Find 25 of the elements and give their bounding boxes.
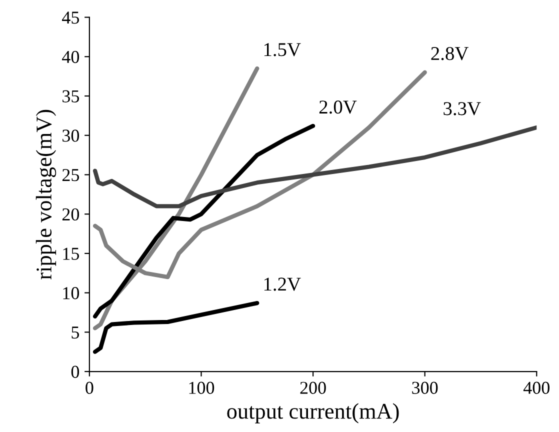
y-tick-label: 35 (62, 90, 80, 102)
y-tick-label: 15 (63, 248, 80, 260)
series-label: 1.5V (264, 43, 301, 56)
y-tick-label: 0 (71, 366, 80, 378)
series-label: 1.2V (264, 278, 301, 291)
y-tick-label: 45 (62, 12, 80, 24)
series-label: 2.8V (431, 46, 469, 60)
y-tick-label: 10 (63, 287, 80, 300)
y-tick-label: 25 (62, 169, 80, 182)
line-series (92, 124, 316, 318)
x-tick-label: 100 (189, 382, 214, 394)
y-tick-label: 5 (72, 326, 80, 339)
line-series (92, 300, 260, 354)
y-tick-label: 40 (62, 50, 80, 64)
y-tick-label: 20 (62, 208, 80, 221)
x-tick-label: 400 (523, 382, 550, 394)
line-series (92, 125, 537, 208)
series-label: 3.3V (444, 102, 481, 116)
y-tick-label: 30 (62, 130, 80, 142)
x-axis-title: output current(mA) (227, 403, 399, 424)
x-tick-label: 300 (412, 382, 438, 394)
y-axis-title: ripple voltage(mV) (36, 110, 56, 280)
series-label: 2.0V (319, 100, 357, 114)
x-tick-label: 200 (300, 382, 326, 394)
x-tick-label: 0 (86, 382, 94, 394)
